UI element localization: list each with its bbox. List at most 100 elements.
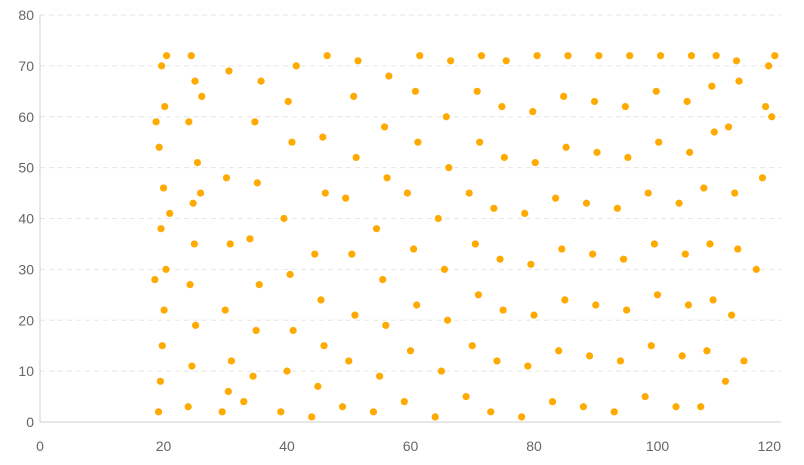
scatter-point xyxy=(703,347,710,354)
scatter-point xyxy=(611,408,618,415)
scatter-point xyxy=(496,256,503,263)
scatter-point xyxy=(198,93,205,100)
scatter-point xyxy=(657,52,664,59)
scatter-point xyxy=(679,352,686,359)
scatter-point xyxy=(353,154,360,161)
scatter-point xyxy=(192,322,199,329)
scatter-point xyxy=(626,52,633,59)
scatter-point xyxy=(478,52,485,59)
scatter-point xyxy=(288,139,295,146)
scatter-point xyxy=(624,154,631,161)
scatter-point xyxy=(753,266,760,273)
scatter-point xyxy=(529,108,536,115)
scatter-point xyxy=(161,103,168,110)
scatter-point xyxy=(725,123,732,130)
scatter-point xyxy=(688,52,695,59)
scatter-point xyxy=(592,301,599,308)
x-tick-label: 80 xyxy=(526,438,542,454)
scatter-point xyxy=(163,52,170,59)
scatter-point xyxy=(445,164,452,171)
scatter-point xyxy=(348,251,355,258)
scatter-point xyxy=(277,408,284,415)
scatter-point xyxy=(648,342,655,349)
scatter-point xyxy=(228,357,235,364)
scatter-point xyxy=(555,347,562,354)
scatter-point xyxy=(190,200,197,207)
scatter-point xyxy=(684,98,691,105)
x-tick-label: 120 xyxy=(758,438,782,454)
scatter-point xyxy=(645,189,652,196)
scatter-point xyxy=(339,403,346,410)
x-tick-label: 20 xyxy=(156,438,172,454)
scatter-point xyxy=(185,118,192,125)
scatter-point xyxy=(583,200,590,207)
scatter-point xyxy=(711,128,718,135)
scatter-point xyxy=(532,159,539,166)
scatter-point xyxy=(561,296,568,303)
scatter-point xyxy=(191,240,198,247)
scatter-point xyxy=(156,144,163,151)
scatter-point xyxy=(697,403,704,410)
scatter-point xyxy=(222,306,229,313)
scatter-point xyxy=(413,301,420,308)
scatter-point xyxy=(728,312,735,319)
x-tick-label: 0 xyxy=(36,438,44,454)
scatter-point xyxy=(410,245,417,252)
scatter-point xyxy=(293,62,300,69)
scatter-point xyxy=(487,408,494,415)
scatter-point xyxy=(500,306,507,313)
data-points xyxy=(151,52,778,420)
scatter-point xyxy=(414,139,421,146)
scatter-point xyxy=(373,225,380,232)
scatter-point xyxy=(354,57,361,64)
scatter-point xyxy=(162,266,169,273)
scatter-point xyxy=(223,174,230,181)
x-tick-label: 60 xyxy=(403,438,419,454)
y-tick-label: 70 xyxy=(18,58,34,74)
scatter-point xyxy=(412,88,419,95)
scatter-point xyxy=(351,312,358,319)
y-tick-label: 60 xyxy=(18,109,34,125)
scatter-point xyxy=(706,240,713,247)
scatter-point xyxy=(370,408,377,415)
scatter-point xyxy=(654,291,661,298)
scatter-point xyxy=(472,240,479,247)
scatter-point xyxy=(530,312,537,319)
scatter-point xyxy=(686,149,693,156)
scatter-point xyxy=(762,103,769,110)
scatter-point xyxy=(158,62,165,69)
scatter-point xyxy=(462,393,469,400)
scatter-point xyxy=(469,342,476,349)
scatter-point xyxy=(308,413,315,420)
scatter-point xyxy=(700,184,707,191)
scatter-point xyxy=(444,317,451,324)
scatter-point xyxy=(771,52,778,59)
scatter-point xyxy=(672,403,679,410)
scatter-point xyxy=(219,408,226,415)
scatter-point xyxy=(447,57,454,64)
scatter-point xyxy=(493,357,500,364)
scatter-point xyxy=(708,83,715,90)
scatter-point xyxy=(617,357,624,364)
scatter-point xyxy=(157,378,164,385)
scatter-point xyxy=(416,52,423,59)
scatter-point xyxy=(614,205,621,212)
scatter-point xyxy=(563,144,570,151)
y-tick-label: 40 xyxy=(18,211,34,227)
scatter-point xyxy=(653,88,660,95)
scatter-point xyxy=(503,57,510,64)
scatter-point xyxy=(376,373,383,380)
scatter-point xyxy=(623,306,630,313)
scatter-point xyxy=(383,174,390,181)
scatter-point xyxy=(740,357,747,364)
y-tick-label: 30 xyxy=(18,261,34,277)
scatter-point xyxy=(620,256,627,263)
scatter-point xyxy=(161,306,168,313)
scatter-point xyxy=(350,93,357,100)
scatter-point xyxy=(254,179,261,186)
scatter-point xyxy=(246,235,253,242)
scatter-point xyxy=(151,276,158,283)
scatter-point xyxy=(733,57,740,64)
x-tick-label: 100 xyxy=(646,438,670,454)
scatter-point xyxy=(524,362,531,369)
